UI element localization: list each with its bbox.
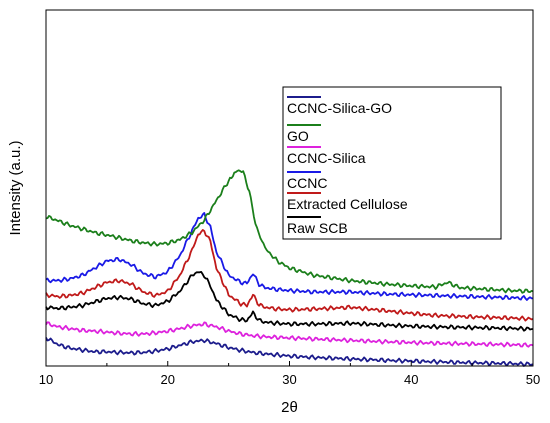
legend-box [282, 86, 502, 240]
x-tick-label: 10 [39, 372, 53, 387]
y-axis-title: Intensity (a.u.) [7, 140, 24, 235]
series-line-2 [45, 321, 534, 348]
x-axis-ticks: 10 20 30 40 50 [39, 361, 540, 387]
x-tick-label: 20 [161, 372, 175, 387]
legend-label-0: CCNC-Silica-GO [287, 100, 392, 116]
series-line-1 [45, 169, 534, 294]
x-tick-label: 50 [526, 372, 540, 387]
series-line-3 [45, 211, 534, 301]
x-tick-label: 30 [282, 372, 296, 387]
series-layer [45, 169, 534, 367]
legend-label-4: Extracted Cellulose [287, 196, 408, 212]
legend-label-2: CCNC-Silica [287, 150, 366, 166]
legend-label-3: CCNC [287, 175, 327, 191]
x-axis-title: 2θ [281, 399, 298, 416]
legend-label-1: GO [287, 128, 309, 144]
legend: CCNC-Silica-GO GO CCNC-Silica CCNC Extracted… [282, 86, 502, 240]
series-line-5 [45, 270, 534, 332]
x-tick-label: 40 [404, 372, 418, 387]
series-line-0 [45, 337, 534, 367]
series-line-4 [45, 228, 534, 322]
legend-label-5: Raw SCB [287, 220, 348, 236]
